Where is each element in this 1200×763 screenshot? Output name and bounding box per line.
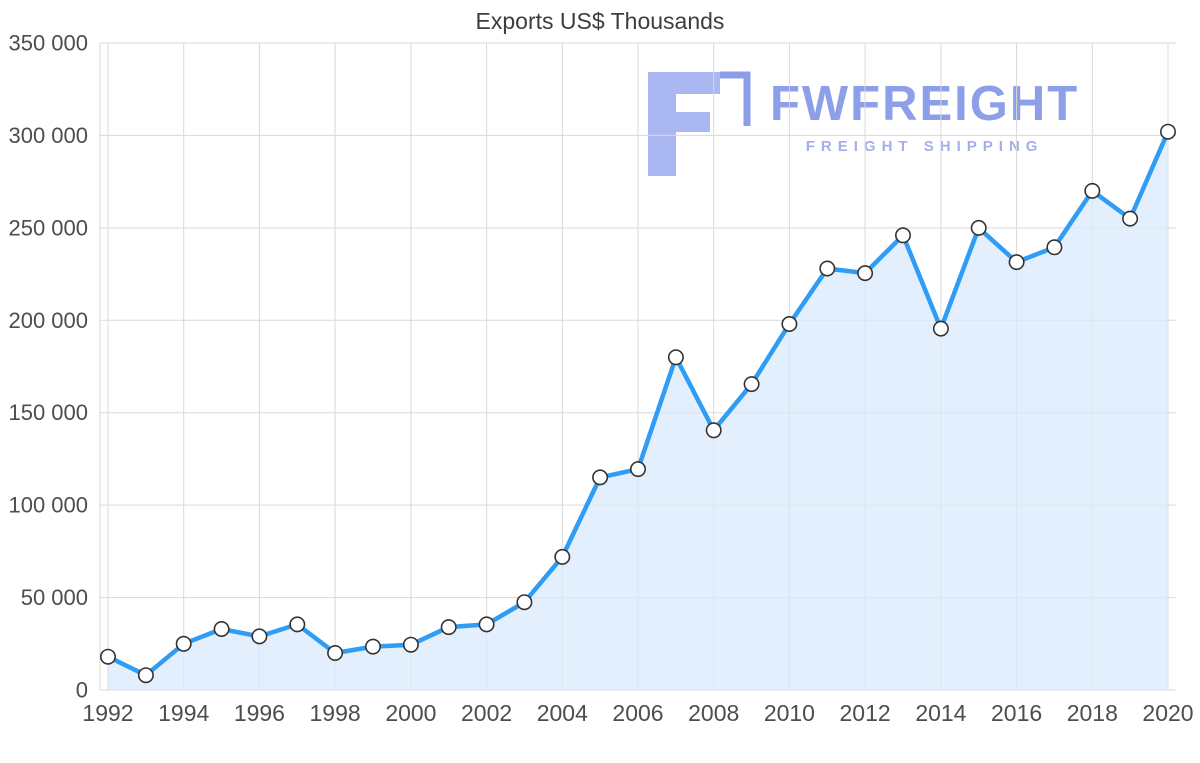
data-point[interactable]: 2005: 115 000: [592, 469, 609, 486]
data-point[interactable]: 2019: 255 000: [1122, 210, 1139, 227]
data-point[interactable]: 1994: 25 000: [175, 635, 192, 652]
data-point[interactable]: 2008: 140 500: [705, 422, 722, 439]
data-point[interactable]: 2009: 165 500: [743, 376, 760, 393]
watermark: FWFREIGHT FREIGHT SHIPPING: [648, 64, 1079, 178]
data-point[interactable]: 2018: 270 000: [1084, 182, 1101, 199]
data-point[interactable]: 1992: 18 000: [100, 648, 117, 665]
data-point[interactable]: 1999: 23 500: [364, 638, 381, 655]
x-axis-label: 2016: [991, 700, 1042, 726]
x-axis-label: 2020: [1142, 700, 1193, 726]
y-axis-label: 0: [76, 678, 88, 703]
data-point[interactable]: 2016: 231 500: [1008, 254, 1025, 271]
data-point[interactable]: 2020: 302 000: [1160, 123, 1177, 140]
data-point[interactable]: 2010: 198 000: [781, 315, 798, 332]
y-axis-label: 150 000: [8, 400, 88, 425]
data-point[interactable]: 2001: 34 000: [440, 619, 457, 636]
data-point[interactable]: 2007: 180 000: [667, 349, 684, 366]
watermark-tagline: FREIGHT SHIPPING: [805, 137, 1044, 155]
logo-bracket-shape: [720, 71, 751, 126]
x-axis-label: 2010: [764, 700, 815, 726]
x-axis-label: 2008: [688, 700, 739, 726]
data-point[interactable]: 2012: 225 500: [857, 265, 874, 282]
area-fill: [108, 131, 1168, 690]
data-point[interactable]: 2004: 72 000: [554, 548, 571, 565]
x-axis-label: 2002: [461, 700, 512, 726]
x-axis-label: 2006: [612, 700, 663, 726]
x-axis-label: 1996: [234, 700, 285, 726]
x-axis-label: 2012: [840, 700, 891, 726]
y-axis-label: 300 000: [8, 123, 88, 148]
chart-title: Exports US$ Thousands: [475, 8, 725, 34]
x-axis-label: 1998: [310, 700, 361, 726]
x-axis-label: 2004: [537, 700, 588, 726]
data-point[interactable]: 2006: 119 500: [629, 461, 646, 478]
data-point[interactable]: 1998: 20 000: [327, 644, 344, 661]
x-axis-label: 1992: [82, 700, 133, 726]
data-point[interactable]: 2000: 24 500: [402, 636, 419, 653]
data-point[interactable]: 1997: 35 500: [289, 616, 306, 633]
x-axis-label: 2014: [915, 700, 966, 726]
data-point[interactable]: 2002: 35 500: [478, 616, 495, 633]
y-axis-label: 350 000: [8, 31, 88, 56]
y-axis-label: 200 000: [8, 308, 88, 333]
data-point[interactable]: 1995: 33 000: [213, 620, 230, 637]
watermark-brand: FWFREIGHT: [770, 77, 1080, 131]
x-axis-label: 2000: [385, 700, 436, 726]
data-point[interactable]: 2003: 47 500: [516, 594, 533, 611]
data-point[interactable]: 2015: 250 000: [970, 219, 987, 236]
y-axis-label: 250 000: [8, 215, 88, 240]
data-point[interactable]: 2014: 195 500: [932, 320, 949, 337]
data-point[interactable]: 1996: 29 000: [251, 628, 268, 645]
x-axis-label: 1994: [158, 700, 209, 726]
y-axis-label: 50 000: [21, 585, 88, 610]
fwfreight-logo-icon: [648, 71, 751, 176]
logo-f-shape: [648, 72, 720, 176]
data-point[interactable]: 1993: 8 000: [137, 667, 154, 684]
data-point[interactable]: 2013: 246 000: [894, 227, 911, 244]
y-axis-label: 100 000: [8, 493, 88, 518]
watermark-text: FWFREIGHT FREIGHT SHIPPING: [770, 64, 1079, 155]
data-point[interactable]: 2011: 228 000: [819, 260, 836, 277]
data-point[interactable]: 2017: 239 500: [1046, 239, 1063, 256]
x-axis-label: 2018: [1067, 700, 1118, 726]
